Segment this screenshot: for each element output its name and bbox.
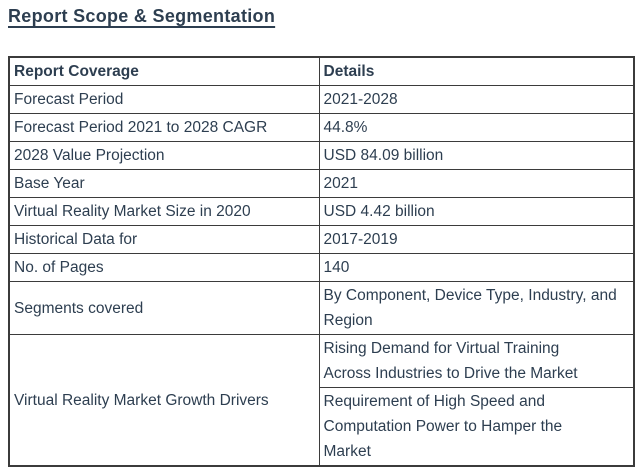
row-label-cell: Forecast Period — [8, 85, 320, 114]
row-label-cell: Segments covered — [8, 281, 320, 335]
column-header-details: Details — [318, 56, 635, 86]
table-row-historical-data: Historical Data for 2017-2019 — [8, 225, 635, 254]
row-value-cell: 2021-2028 — [318, 85, 635, 114]
table-row-growth-drivers-2: Requirement of High Speed and Computatio… — [9, 387, 635, 467]
row-value-cell: 2021 — [318, 169, 635, 198]
table-header-row: Report Coverage Details — [8, 56, 635, 86]
row-value-cell: By Component, Device Type, Industry, and… — [318, 281, 635, 335]
row-value-cell: 140 — [318, 253, 635, 282]
row-label-cell: No. of Pages — [8, 253, 320, 282]
table-row-growth-drivers-1: Virtual Reality Market Growth Drivers Ri… — [8, 334, 635, 467]
column-header-report-coverage: Report Coverage — [8, 56, 320, 86]
page-title: Report Scope & Segmentation — [8, 6, 276, 26]
row-label-cell: Virtual Reality Market Size in 2020 — [8, 197, 320, 226]
row-value-cell: USD 4.42 billion — [318, 197, 635, 226]
table-row-cagr: Forecast Period 2021 to 2028 CAGR 44.8% — [8, 113, 635, 142]
growth-driver-value-cell-2: Requirement of High Speed and Computatio… — [318, 387, 635, 467]
growth-driver-value-cell-1: Rising Demand for Virtual Training Acros… — [318, 334, 635, 388]
report-scope-table: Report Coverage Details Forecast Period … — [8, 56, 635, 467]
growth-drivers-label-cell: Virtual Reality Market Growth Drivers — [8, 334, 320, 467]
table-row-market-size-2020: Virtual Reality Market Size in 2020 USD … — [8, 197, 635, 226]
table-row-value-projection: 2028 Value Projection USD 84.09 billion — [8, 141, 635, 170]
row-label-cell: Forecast Period 2021 to 2028 CAGR — [8, 113, 320, 142]
table-row-forecast-period: Forecast Period 2021-2028 — [8, 85, 635, 114]
table-row-segments-covered: Segments covered By Component, Device Ty… — [8, 281, 635, 335]
row-label-cell: 2028 Value Projection — [8, 141, 320, 170]
row-value-cell: USD 84.09 billion — [318, 141, 635, 170]
table-row-pages: No. of Pages 140 — [8, 253, 635, 282]
row-value-cell: 44.8% — [318, 113, 635, 142]
row-value-cell: 2017-2019 — [318, 225, 635, 254]
table-row-base-year: Base Year 2021 — [8, 169, 635, 198]
row-label-cell: Historical Data for — [8, 225, 320, 254]
row-label-cell: Base Year — [8, 169, 320, 198]
